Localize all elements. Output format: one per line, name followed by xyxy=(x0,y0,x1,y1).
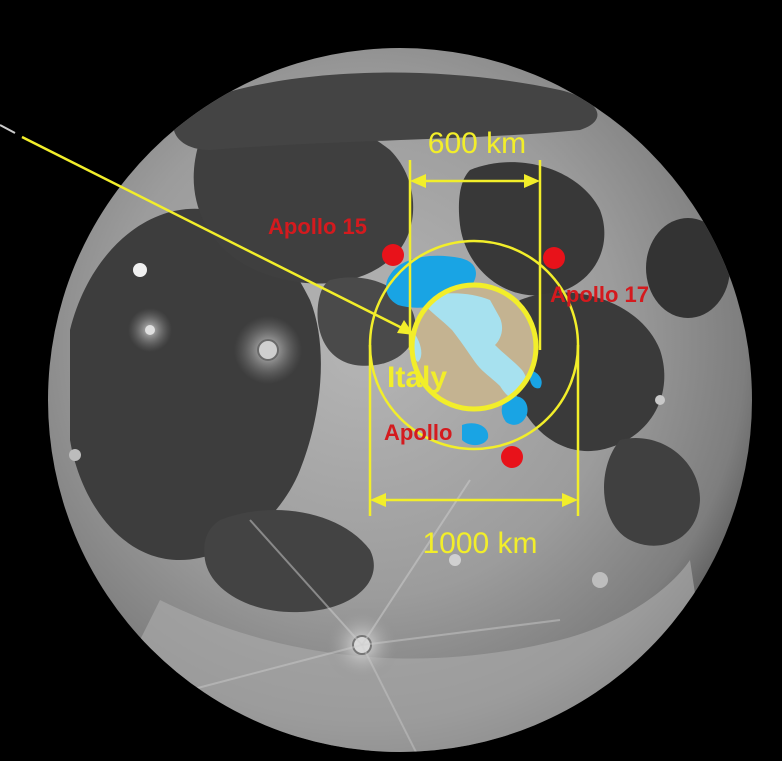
small-crater xyxy=(69,449,81,461)
arrow-icon xyxy=(397,320,414,335)
label-1000km: 1000 km xyxy=(422,527,537,560)
blue-region-south xyxy=(501,396,528,425)
arrow-icon xyxy=(370,493,386,507)
small-crater xyxy=(655,395,665,405)
mare-fecunditatis xyxy=(603,438,700,546)
mare-procellarum xyxy=(70,208,321,560)
red-dot-icon xyxy=(501,446,523,468)
dimension-1000km: 1000 km xyxy=(368,345,580,560)
label-apollo-17: Apollo 17 xyxy=(550,282,649,307)
label-italy: Italy xyxy=(387,361,447,394)
arrow-icon xyxy=(524,174,540,188)
aristarchus-crater xyxy=(133,263,147,277)
kepler-crater xyxy=(128,308,172,352)
label-apollo-15: Apollo 15 xyxy=(268,214,367,239)
mare-imbrium xyxy=(193,114,414,284)
label-600km: 600 km xyxy=(428,127,526,160)
southern-highlands xyxy=(80,560,720,752)
mare-frigoris xyxy=(173,72,598,150)
landing-sites xyxy=(382,244,565,468)
red-dot-icon xyxy=(382,244,404,266)
circle-600km xyxy=(409,282,539,412)
mare-crisium xyxy=(646,218,730,318)
blue-region-east xyxy=(529,370,542,389)
moon xyxy=(48,48,752,752)
tycho-crater xyxy=(189,479,561,752)
small-crater xyxy=(592,572,608,588)
pointer-line xyxy=(21,135,407,332)
blue-region-apollo11 xyxy=(462,423,489,446)
small-crater xyxy=(449,554,461,566)
label-apollo-11: Apollo xyxy=(384,420,452,445)
moon-maria xyxy=(69,72,730,752)
mare-serenitatis xyxy=(458,162,605,296)
italy-peninsula xyxy=(420,293,527,400)
pointer-tail xyxy=(0,124,16,134)
mare-tranquillitatis xyxy=(507,292,665,452)
mare-nubium xyxy=(204,510,374,613)
arrow-icon xyxy=(410,174,426,188)
arrow-icon xyxy=(562,493,578,507)
pointer-arrow xyxy=(0,124,414,335)
dimension-600km: 600 km xyxy=(408,127,542,350)
copernicus-crater xyxy=(234,316,302,384)
red-dot-icon xyxy=(543,247,565,269)
italy-inset xyxy=(409,282,539,412)
